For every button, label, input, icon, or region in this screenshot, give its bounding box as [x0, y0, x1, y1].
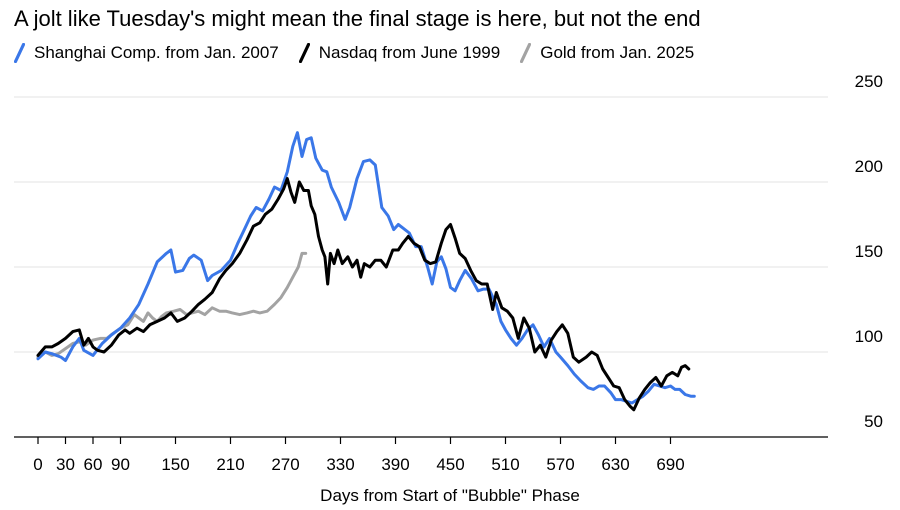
legend: Shanghai Comp. from Jan. 2007 Nasdaq fro…: [14, 40, 714, 66]
legend-label-shanghai: Shanghai Comp. from Jan. 2007: [34, 43, 279, 62]
legend-swatch-gold-icon: [520, 43, 532, 63]
y-tick-label: 100: [855, 327, 883, 346]
y-tick-label: 150: [855, 242, 883, 261]
x-tick-label: 60: [84, 455, 103, 474]
y-tick-labels: 50 100 150 200 250: [855, 72, 883, 431]
legend-label-nasdaq: Nasdaq from June 1999: [318, 43, 501, 62]
y-tick-label: 200: [855, 157, 883, 176]
legend-item-gold: Gold from Jan. 2025: [520, 43, 694, 63]
x-tick-label: 510: [491, 455, 519, 474]
x-tick-label: 150: [161, 455, 189, 474]
x-tick-label: 450: [436, 455, 464, 474]
gridlines: [14, 96, 828, 353]
legend-label-gold: Gold from Jan. 2025: [540, 43, 695, 62]
y-tick-label: 50: [864, 412, 883, 431]
x-tick-label: 90: [111, 455, 130, 474]
x-tick-label: 630: [601, 455, 629, 474]
x-tick-label: 210: [216, 455, 244, 474]
legend-item-shanghai: Shanghai Comp. from Jan. 2007: [14, 43, 279, 63]
y-tick-label: 250: [855, 72, 883, 91]
series-lines: [36, 131, 696, 412]
x-ticks: 0 30 60 90 150 210 270 330 390 450 510 570 630 690: [33, 437, 685, 474]
x-tick-label: 690: [656, 455, 684, 474]
series-line-nasdaq: [36, 177, 691, 412]
legend-item-nasdaq: Nasdaq from June 1999: [298, 43, 501, 63]
x-tick-label: 270: [271, 455, 299, 474]
x-tick-label: 0: [33, 455, 42, 474]
legend-swatch-shanghai-icon: [14, 43, 25, 63]
x-tick-label: 330: [326, 455, 354, 474]
x-axis-label: Days from Start of "Bubble" Phase: [320, 486, 580, 505]
x-tick-label: 390: [381, 455, 409, 474]
x-tick-label: 570: [546, 455, 574, 474]
chart-title: A jolt like Tuesday's might mean the fin…: [14, 6, 701, 31]
x-tick-label: 30: [56, 455, 75, 474]
series-line-shanghai: [36, 131, 696, 405]
legend-swatch-nasdaq-icon: [298, 43, 310, 63]
